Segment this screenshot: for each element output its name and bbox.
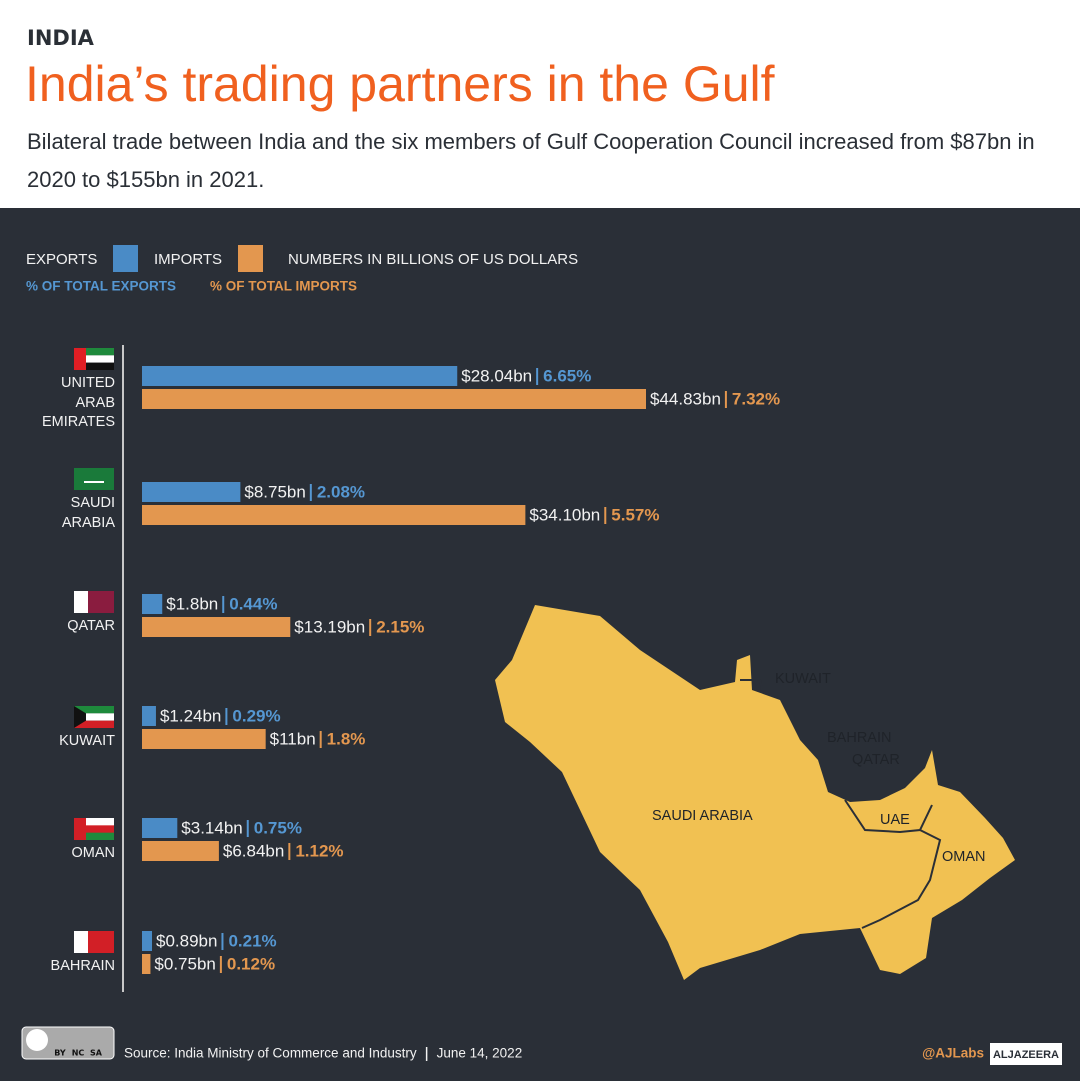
legend-label: EXPORTS (26, 251, 97, 268)
share-label: 6.65% (543, 366, 591, 385)
flag-part (86, 818, 114, 826)
category-label: BAHRAIN (50, 958, 115, 974)
bar (142, 482, 241, 502)
value-label: $13.19bn (294, 617, 365, 636)
flag-part (74, 720, 114, 728)
category-label: QATAR (67, 618, 115, 634)
bar (142, 366, 458, 386)
chart-title: India’s trading partners in the Gulf (25, 56, 775, 112)
flag-part (74, 931, 88, 953)
legend-share: % OF TOTAL IMPORTS (210, 279, 357, 294)
category-label: OMAN (71, 845, 116, 861)
share-label: 1.12% (295, 841, 343, 860)
share-label: 7.32% (732, 389, 780, 408)
value-label: $3.14bn (181, 818, 242, 837)
flag-part (88, 591, 114, 613)
map-label: BAHRAIN (827, 730, 891, 746)
value-label: $0.89bn (156, 931, 217, 950)
flag (74, 931, 114, 953)
map-label: KUWAIT (775, 671, 831, 687)
flag-part (86, 362, 114, 370)
flag (74, 818, 114, 840)
share-label: 0.21% (228, 931, 276, 950)
credit: @AJLabs (922, 1046, 984, 1061)
map-label: SAUDI ARABIA (652, 808, 753, 824)
flag-part (86, 832, 114, 840)
legend-label: IMPORTS (154, 251, 222, 268)
value-label: $0.75bn (154, 954, 215, 973)
bar (142, 594, 163, 614)
brand: ALJAZEERA (993, 1049, 1059, 1061)
bar (142, 505, 526, 525)
value-label: $1.24bn (160, 706, 221, 725)
flag (74, 591, 114, 613)
category-label: SAUDI ARABIA (61, 495, 115, 531)
flag (74, 706, 114, 728)
value-label: $6.84bn (223, 841, 284, 860)
kicker: INDIA (27, 26, 95, 50)
bar (142, 729, 266, 749)
license-term: NC (72, 1049, 85, 1058)
subtitle: Bilateral trade between India and the si… (27, 129, 1035, 192)
legend-swatch (113, 245, 138, 272)
map-label: UAE (880, 812, 910, 828)
category-label: UNITED ARAB EMIRATES (41, 375, 115, 430)
value-label: $28.04bn (461, 366, 532, 385)
bar (142, 954, 151, 974)
share-label: 0.44% (229, 594, 277, 613)
bar (142, 706, 156, 726)
brand-box (990, 1043, 1062, 1065)
share-label: 2.15% (376, 617, 424, 636)
source: Source: India Ministry of Commerce and I… (124, 1046, 417, 1061)
bar (142, 931, 153, 951)
share-label: 0.75% (254, 818, 302, 837)
license-term: BY (54, 1049, 66, 1058)
flag-part (74, 713, 114, 721)
unit-note: NUMBERS IN BILLIONS OF US DOLLARS (288, 251, 578, 268)
bar (142, 389, 646, 409)
license-icon (26, 1029, 48, 1051)
map (495, 605, 1015, 980)
share-label: 2.08% (317, 482, 365, 501)
flag-part (84, 481, 104, 483)
flag-part (86, 348, 114, 356)
flag-part (74, 348, 86, 370)
share-label: 1.8% (327, 729, 366, 748)
bar (142, 841, 219, 861)
map-label: QATAR (852, 752, 900, 768)
flag-part (88, 931, 114, 953)
value-label: $34.10bn (529, 505, 600, 524)
share-label: 0.29% (232, 706, 280, 725)
value-label: $8.75bn (244, 482, 305, 501)
share-label: 5.57% (611, 505, 659, 524)
header-bg (0, 0, 1080, 208)
map-label: OMAN (942, 849, 986, 865)
flag-part (74, 706, 86, 728)
flag-part (74, 591, 88, 613)
share-label: 0.12% (227, 954, 275, 973)
license-term: SA (90, 1049, 103, 1058)
value-label: $1.8bn (166, 594, 218, 613)
value-label: $44.83bn (650, 389, 721, 408)
value-label: $11bn (270, 729, 316, 748)
bar (142, 818, 178, 838)
legend-swatch (238, 245, 263, 272)
bar (142, 617, 291, 637)
date: June 14, 2022 (437, 1046, 523, 1061)
legend-share: % OF TOTAL EXPORTS (26, 279, 176, 294)
flag-part (74, 706, 114, 714)
flag-part (74, 468, 114, 490)
flag (74, 468, 114, 490)
category-label: KUWAIT (59, 733, 115, 749)
flag (74, 348, 114, 370)
flag-part (86, 355, 114, 363)
